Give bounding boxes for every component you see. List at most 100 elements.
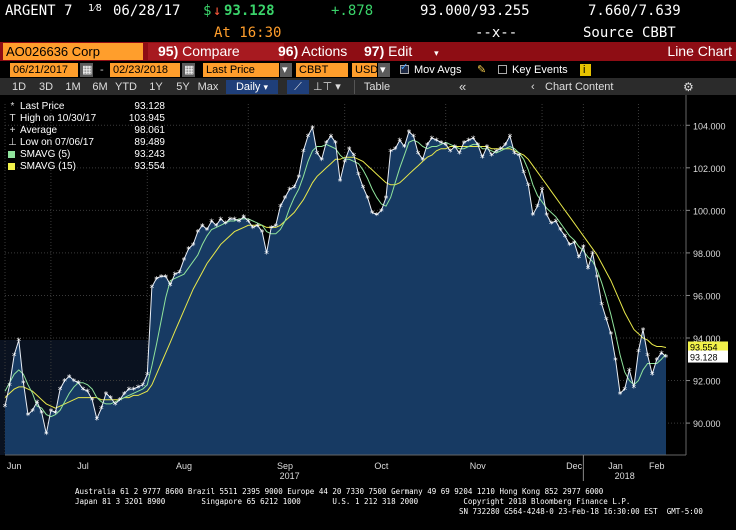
range-button-max[interactable]: Max [197, 81, 219, 93]
chevron-down-icon: ▾ [263, 82, 269, 92]
edit-menu[interactable]: 97) Edit ▾ [354, 43, 454, 60]
price-point: * [470, 135, 475, 145]
start-date-field[interactable]: 06/21/2017 [10, 63, 78, 77]
pricing-source-field[interactable]: CBBT [296, 63, 348, 77]
edit-num: 97) [364, 43, 385, 59]
price-point: * [498, 146, 503, 156]
settings-bar: 06/21/2017 ▦ - 02/23/2018 ▦ Last Price ▾… [0, 61, 736, 78]
range-button-6m[interactable]: 6M [92, 81, 108, 93]
price-point: * [544, 212, 549, 222]
price-line-group [4, 125, 667, 434]
price-point: * [218, 216, 223, 226]
price-point: * [246, 218, 251, 228]
chevron-down-icon[interactable]: ▾ [378, 63, 390, 77]
price-point: * [539, 186, 544, 196]
price-point: * [627, 367, 632, 377]
edit-label: Edit [388, 43, 413, 59]
legend-label: Last Price [20, 101, 65, 112]
legend-item: T High on 10/30/17 103.945 [6, 113, 169, 125]
price-point: * [67, 373, 72, 383]
field-select[interactable]: Last Price [203, 63, 279, 77]
price-point: * [259, 229, 264, 239]
price-point: * [475, 141, 480, 151]
price-point: * [337, 178, 342, 188]
range-button-ytd[interactable]: YTD [115, 81, 137, 93]
calendar-icon[interactable]: ▦ [182, 63, 195, 77]
line-draw-icon[interactable]: ⟋ [287, 80, 309, 94]
legend-item: ⊥ Low on 07/06/17 89.489 [6, 137, 169, 149]
price-point: * [149, 284, 154, 294]
end-date-field[interactable]: 02/23/2018 [110, 63, 180, 77]
currency-field[interactable]: USD [352, 63, 378, 77]
key-events-checkbox[interactable] [498, 65, 507, 74]
price-point: * [397, 137, 402, 147]
range-button-1y[interactable]: 1Y [149, 81, 163, 93]
range-button-5y[interactable]: 5Y [176, 81, 190, 93]
chart-type-title: Line Chart [667, 43, 732, 59]
sma15-line [4, 146, 667, 409]
footer: Australia 61 2 9777 8600 Brazil 5511 239… [0, 484, 736, 530]
yields: 7.660/7.639 [588, 3, 681, 19]
month-label: Jul [77, 461, 89, 471]
price-point: * [360, 184, 365, 194]
price-point: * [415, 150, 420, 160]
y-tick-label: 98.000 [693, 249, 721, 259]
price-point: * [301, 148, 306, 158]
mov-avgs-checkbox[interactable] [400, 62, 409, 74]
quote-subheader: At 16:30 --x-- Source CBBT [0, 22, 736, 42]
chart-content-button[interactable]: Chart Content [545, 81, 614, 93]
price-point: * [347, 146, 352, 156]
price-point: * [108, 395, 113, 405]
compare-menu[interactable]: 95) Compare [148, 43, 284, 60]
gear-icon[interactable]: ⚙ [683, 80, 694, 94]
sma15-tag-label: 93.554 [690, 342, 718, 352]
legend-marker [8, 163, 15, 170]
security-field[interactable]: AO026636 Corp [3, 43, 143, 60]
month-label: Aug [176, 461, 192, 471]
calendar-icon[interactable]: ▦ [80, 63, 93, 77]
chevron-down-icon[interactable]: ▾ [280, 63, 292, 77]
actions-num: 96) [278, 43, 299, 59]
price-chart[interactable]: ****** ***** *** * * ** ***** ** ** * * * **** * *** **… [0, 95, 736, 481]
range-button-1m[interactable]: 1M [65, 81, 81, 93]
annotation-tools-icon[interactable]: ⊥⊤ ▾ [313, 81, 341, 93]
y-tick-label: 92.000 [693, 377, 721, 387]
coupon-fraction: 1⁄8 [88, 3, 102, 14]
price-point: * [181, 256, 186, 266]
price-point: * [314, 150, 319, 160]
price-point: * [512, 150, 517, 160]
price-point: * [365, 195, 370, 205]
pencil-icon[interactable]: ✎ [477, 64, 487, 76]
maturity-date: 06/28/17 [113, 3, 181, 19]
y-tick-label: 102.000 [693, 164, 726, 174]
price-point: * [351, 152, 356, 162]
price-point: * [296, 173, 301, 183]
quote-time: At 16:30 [214, 25, 282, 41]
legend-label: Average [20, 125, 58, 136]
period-select[interactable]: Daily ▾ [226, 80, 278, 94]
price-point: * [608, 331, 613, 341]
price-point: * [186, 246, 191, 256]
price-point: * [200, 222, 205, 232]
price-point: * [466, 137, 471, 147]
price-area [5, 127, 666, 456]
price-point: * [392, 146, 397, 156]
price-point: * [434, 137, 439, 147]
price-point: * [278, 203, 283, 213]
month-label: Nov [470, 461, 487, 471]
price-prefix: $ [203, 3, 212, 19]
range-button-3d[interactable]: 3D [38, 81, 54, 93]
range-button-1d[interactable]: 1D [11, 81, 27, 93]
collapse-icon[interactable]: « [459, 79, 467, 94]
price-point: * [521, 169, 526, 179]
info-icon[interactable]: i [580, 64, 591, 76]
price-point: * [663, 354, 668, 364]
table-button[interactable]: Table [354, 80, 399, 94]
price-point: * [287, 186, 292, 196]
price-point: * [402, 144, 407, 154]
price-point: * [443, 141, 448, 151]
actions-menu[interactable]: 96) Actions ▾ [268, 43, 348, 75]
price-point: * [425, 141, 430, 151]
price-point: * [328, 133, 333, 143]
price-point: * [39, 409, 44, 419]
